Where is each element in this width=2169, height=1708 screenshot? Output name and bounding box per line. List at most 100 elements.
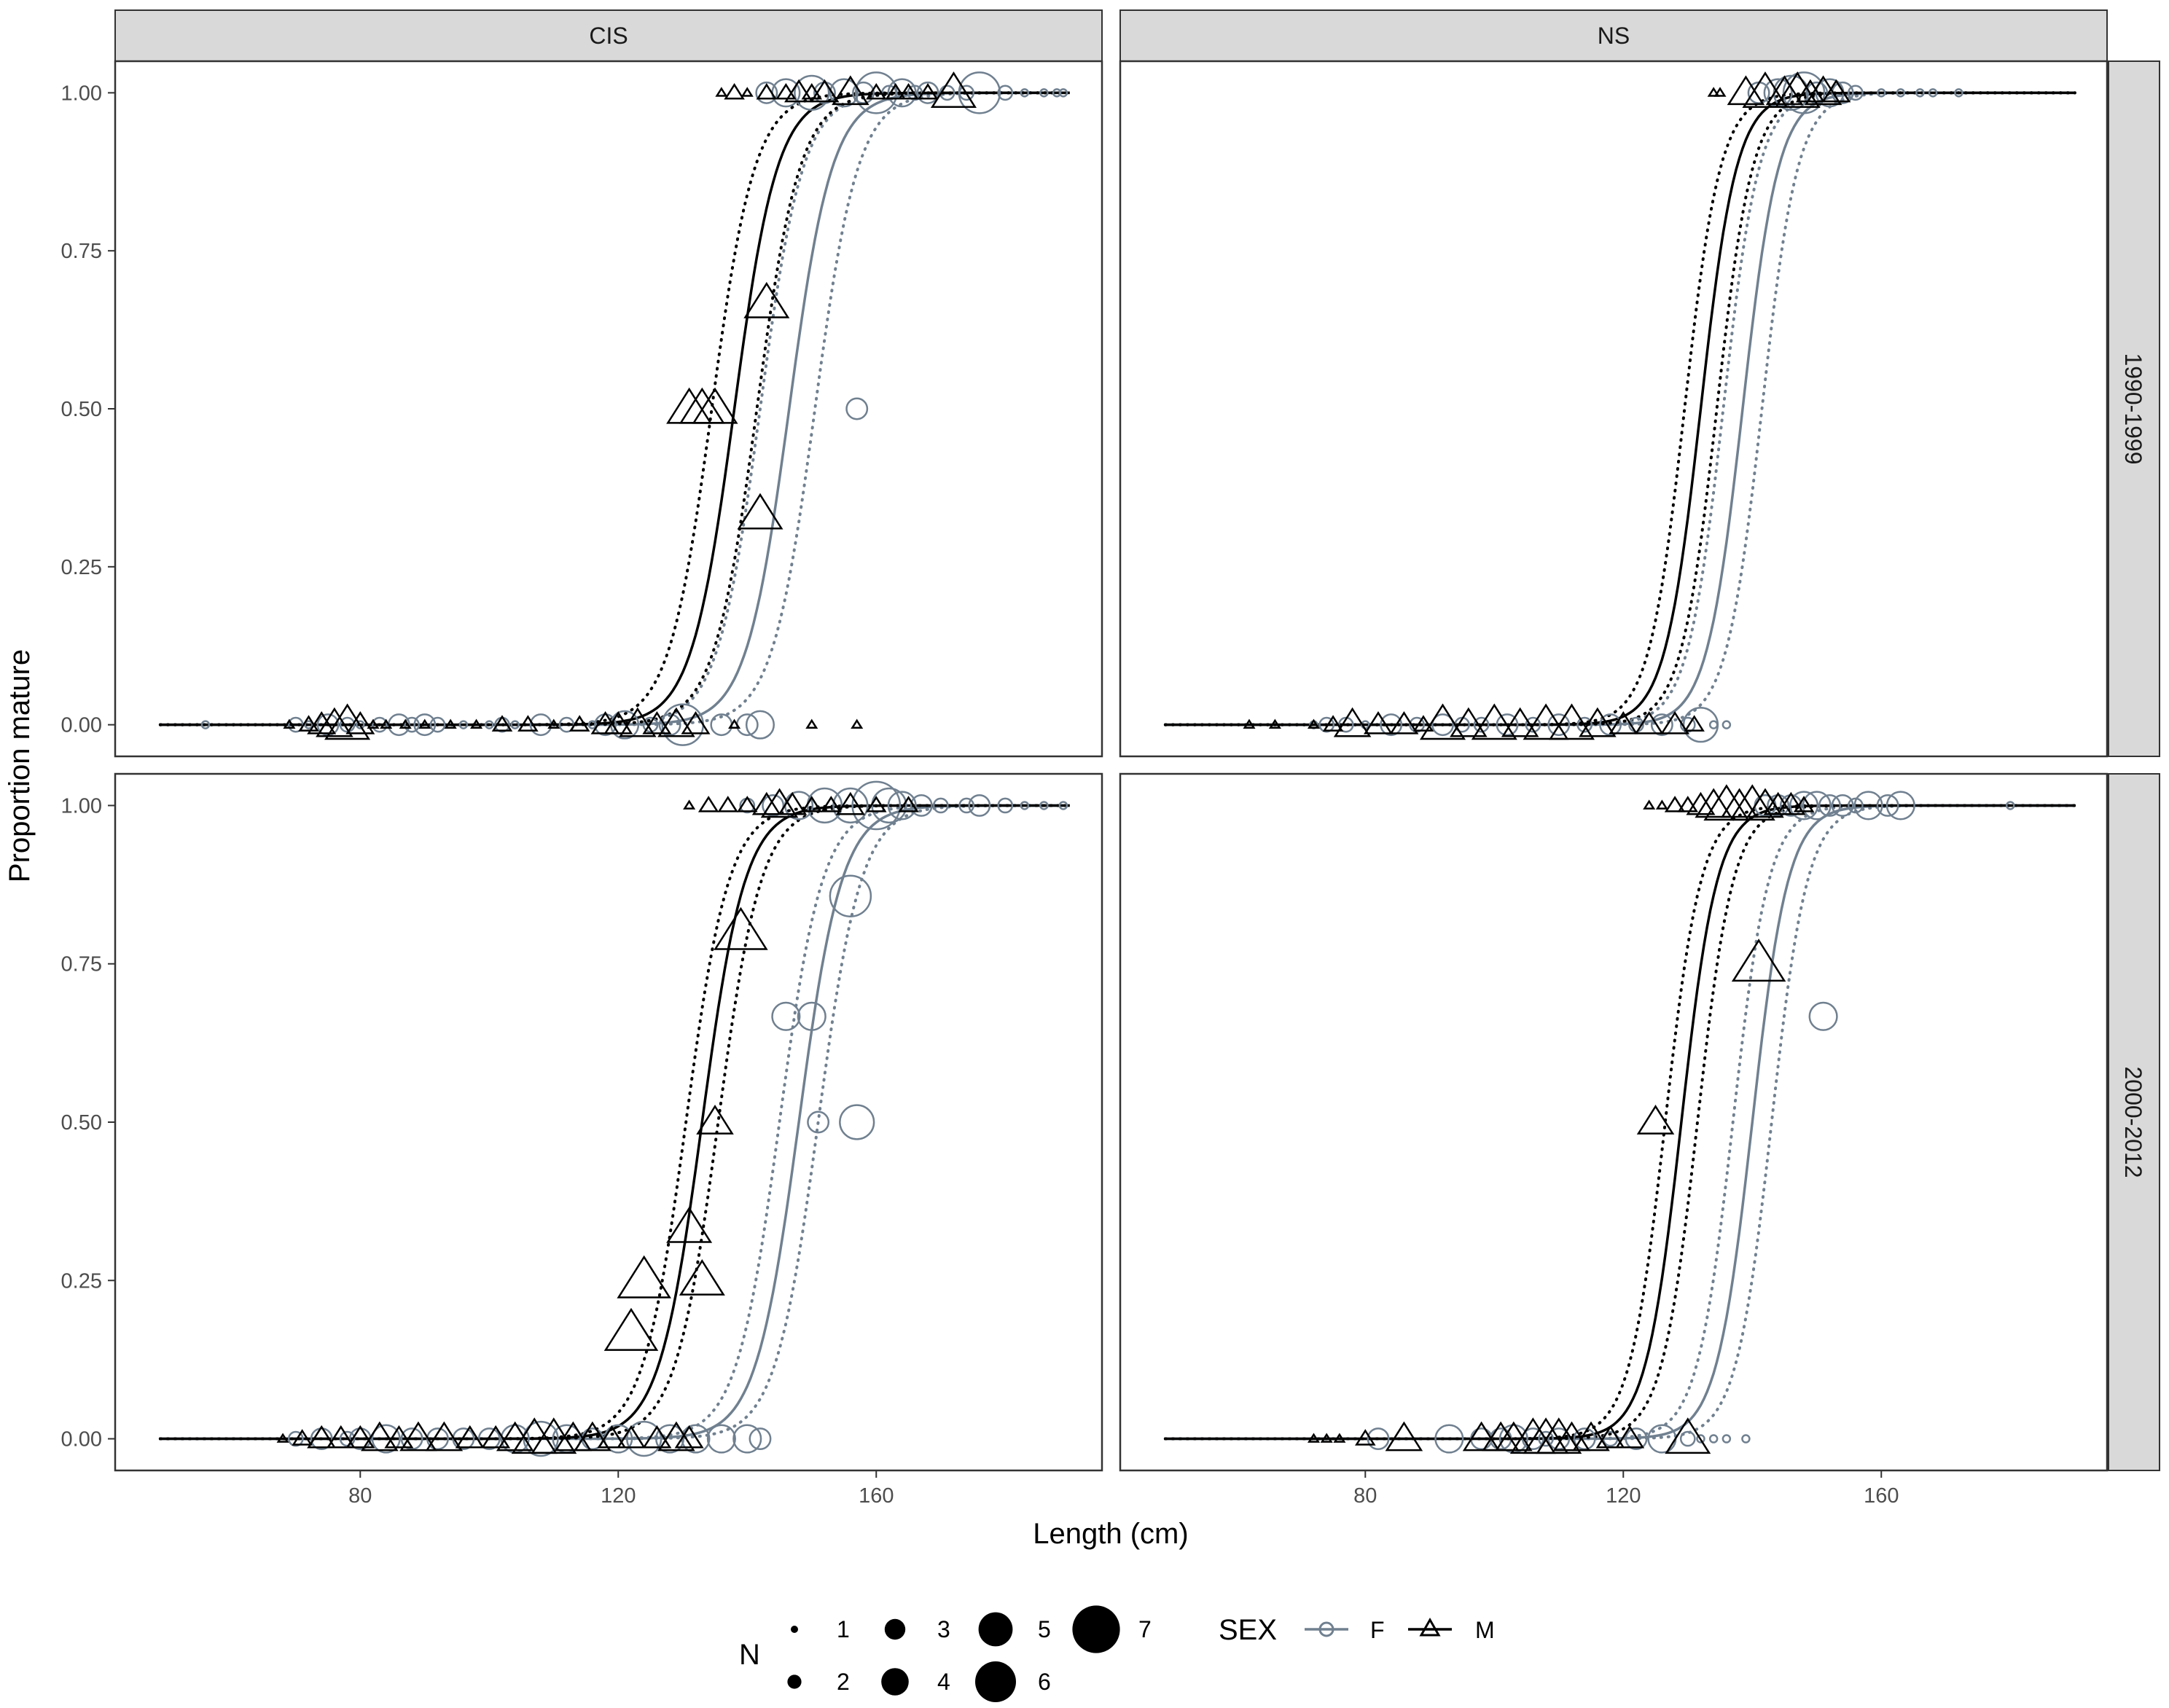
- data-point-m: [298, 715, 319, 732]
- data-point-m: [574, 1421, 611, 1452]
- legend-size-7-circle: [1072, 1605, 1120, 1653]
- data-point-m: [1746, 788, 1784, 818]
- data-point-m: [1664, 796, 1686, 812]
- y-axis-title: Proportion mature: [4, 649, 36, 882]
- data-point-f: [1954, 88, 1963, 98]
- data-point-f: [997, 85, 1014, 101]
- data-point-m: [1572, 1421, 1610, 1452]
- data-point-f: [732, 1424, 762, 1454]
- data-point-m: [737, 493, 783, 530]
- data-point-f: [200, 720, 211, 729]
- data-point-f: [745, 710, 775, 740]
- data-point-m: [455, 1425, 485, 1449]
- x-axis-title: Length (cm): [1033, 1518, 1188, 1550]
- data-point-m: [345, 710, 375, 734]
- data-point-f: [910, 794, 933, 817]
- y-tick-label: 0.25: [61, 556, 102, 579]
- data-point-m: [778, 791, 808, 815]
- data-point-m: [1774, 71, 1821, 108]
- data-point-f: [1380, 713, 1403, 737]
- data-point-m: [1307, 1433, 1321, 1443]
- data-point-f: [1367, 1427, 1390, 1450]
- data-point-m: [1720, 788, 1759, 818]
- data-point-m: [898, 796, 919, 812]
- data-point-f: [1896, 88, 1906, 98]
- data-point-m: [1634, 710, 1664, 734]
- legend-size-1-label: 1: [837, 1616, 850, 1642]
- data-point-m: [568, 715, 590, 732]
- data-point-m: [1333, 1433, 1346, 1443]
- data-point-f: [1547, 713, 1571, 737]
- y-tick-label: 1.00: [61, 82, 102, 105]
- data-point-f: [1808, 1001, 1838, 1031]
- data-point-m: [283, 718, 296, 729]
- points-m: [1243, 71, 1851, 740]
- y-tick-label: 0.50: [61, 1111, 102, 1135]
- data-point-m: [1729, 784, 1775, 821]
- x-tick-label: 120: [1606, 1484, 1641, 1508]
- data-point-f: [477, 1427, 501, 1450]
- data-point-m: [724, 82, 745, 100]
- data-point-m: [1268, 718, 1281, 729]
- data-point-m: [1703, 784, 1750, 821]
- data-point-m: [692, 387, 738, 424]
- data-point-f: [1576, 716, 1593, 733]
- data-point-f: [1789, 791, 1819, 820]
- data-point-f: [1020, 88, 1030, 98]
- data-point-m: [674, 1425, 704, 1449]
- data-point-f: [287, 1430, 304, 1447]
- strip-column-cis: CIS: [114, 9, 1103, 62]
- data-point-m: [425, 1421, 464, 1452]
- data-point-f: [1496, 713, 1519, 737]
- data-point-m: [642, 1425, 672, 1449]
- points-f: [287, 780, 1068, 1457]
- data-point-f: [1318, 716, 1335, 733]
- data-point-m: [784, 79, 814, 103]
- data-point-f: [1818, 794, 1841, 817]
- data-point-m: [805, 718, 818, 729]
- data-point-m: [1552, 1421, 1591, 1452]
- x-tick-label: 160: [1864, 1484, 1899, 1508]
- axes: 0.00 0.25 0.50 0.75 1.00 0.00 0.25 0.50 0.75 1.00…: [61, 82, 1899, 1508]
- legend-size-7-label: 7: [1138, 1616, 1152, 1642]
- legend-size-5-circle: [978, 1612, 1013, 1647]
- data-point-f: [829, 874, 872, 917]
- data-point-m: [324, 703, 371, 740]
- x-tick-label: 120: [601, 1484, 636, 1508]
- data-point-f: [1721, 720, 1732, 729]
- data-point-f: [794, 74, 830, 111]
- data-point-m: [307, 710, 337, 734]
- data-point-f: [958, 797, 975, 814]
- data-point-f: [642, 716, 659, 733]
- panel-ns-1990-1999: [1119, 60, 2109, 758]
- data-point-f: [1708, 720, 1719, 729]
- data-point-m: [345, 1425, 375, 1449]
- strip-column-cis-label: CIS: [589, 23, 628, 49]
- data-point-m: [1389, 710, 1419, 734]
- data-point-f: [429, 716, 446, 733]
- data-point-f: [832, 787, 869, 824]
- data-point-m: [832, 75, 869, 106]
- data-point-f: [2006, 801, 2015, 810]
- data-point-m: [1713, 87, 1727, 97]
- data-point-f: [1058, 801, 1068, 810]
- data-point-m: [865, 82, 887, 100]
- data-point-m: [1795, 79, 1825, 103]
- data-point-m: [603, 710, 633, 734]
- data-point-f: [1473, 716, 1490, 733]
- data-point-m: [547, 718, 560, 729]
- data-point-f: [1679, 1430, 1696, 1447]
- data-point-m: [865, 796, 887, 812]
- panel-ns-2000-2012: [1119, 772, 2109, 1472]
- legend-size-2-circle: [787, 1674, 802, 1689]
- data-point-f: [1708, 1434, 1719, 1443]
- data-point-f: [771, 1001, 801, 1031]
- data-point-f: [655, 1424, 685, 1454]
- data-point-m: [616, 1425, 646, 1449]
- data-point-f: [1876, 794, 1899, 817]
- data-point-f: [958, 71, 1001, 114]
- data-point-f: [1525, 716, 1541, 733]
- strip-column-ns: NS: [1119, 9, 2108, 62]
- data-point-m: [603, 1307, 659, 1351]
- data-point-m: [714, 906, 768, 950]
